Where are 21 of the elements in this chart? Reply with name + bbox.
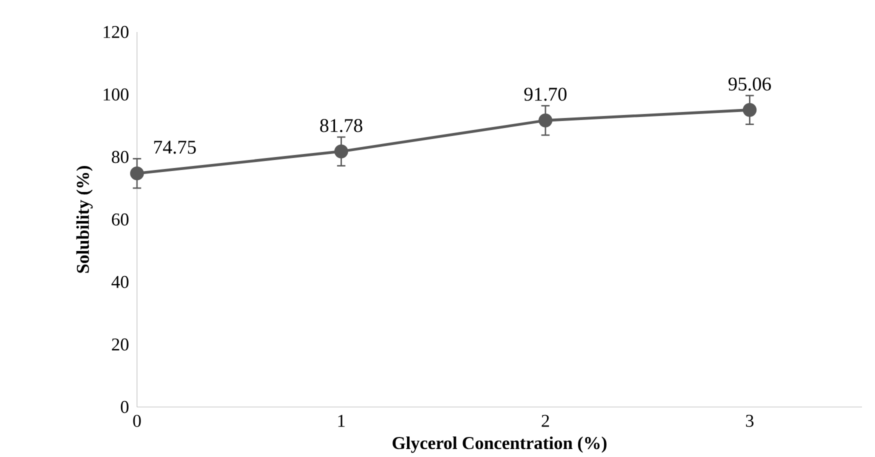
point [130,166,144,180]
y-tick-label: 100 [104,88,128,101]
data-label: 81.78 [320,119,362,132]
y-tick-label: 60 [112,213,128,226]
x-tick-label: 0 [133,414,141,427]
y-tick-label: 80 [112,150,128,164]
point [334,144,348,158]
y-tick-label: 20 [112,338,128,351]
y-axis-title: Solubility (%) [76,166,93,273]
y-tick-label: 40 [112,276,128,288]
x-axis-title: Glycerol Concentration (%) [392,436,606,453]
point [538,114,552,128]
data-label: 95.06 [728,78,771,91]
y-tick-label: 120 [104,26,128,38]
y-tick-label: 0 [120,400,128,414]
x-tick-label: 3 [746,414,754,427]
x-tick-label: 2 [542,414,549,427]
x-tick-label: 1 [338,414,345,427]
point [742,103,757,117]
data-label: 74.75 [154,140,196,154]
data-label: 91.70 [524,88,567,101]
